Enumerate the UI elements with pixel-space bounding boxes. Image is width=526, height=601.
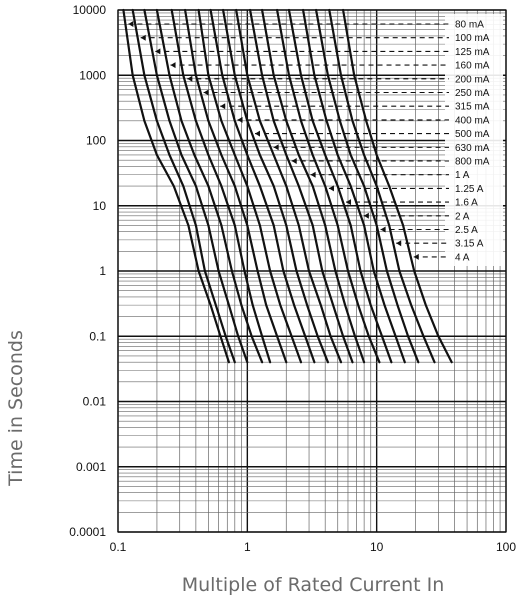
label-arrow-icon <box>237 116 243 123</box>
label-arrow-icon <box>380 226 386 233</box>
x-axis-title: Multiple of Rated Current In <box>182 574 445 596</box>
fuse-curve <box>261 8 366 364</box>
fuse-curves <box>122 8 453 364</box>
fuse-curve <box>235 8 343 364</box>
y-tick-label: 1000 <box>79 68 106 82</box>
label-arrow-icon <box>220 103 226 110</box>
fuse-curve <box>184 8 288 364</box>
y-tick-label: 10000 <box>73 3 107 17</box>
curve-label: 200 mA <box>455 74 490 85</box>
curve-label: 3.15 A <box>455 239 484 250</box>
label-backdrop <box>445 14 503 266</box>
curve-label: 80 mA <box>455 20 484 31</box>
fuse-curve <box>197 8 303 364</box>
fuse-curve <box>328 8 436 364</box>
curve-label: 400 mA <box>455 115 490 126</box>
label-arrow-icon <box>187 75 193 82</box>
fuse-curve <box>342 8 453 364</box>
tick-labels: 0.1 1 10 100 10000 1000 100 10 1 0.1 0.01 0.001 0.00… <box>69 3 516 554</box>
label-arrow-icon <box>363 212 369 219</box>
fuse-curve <box>249 8 354 364</box>
curve-label: 4 A <box>455 252 470 263</box>
label-arrow-icon <box>346 199 352 206</box>
label-arrow-icon <box>396 240 402 247</box>
y-tick-label: 0.001 <box>76 460 106 474</box>
fuse-curve <box>155 8 264 364</box>
curve-label: 160 mA <box>455 61 490 72</box>
y-tick-label: 10 <box>93 199 107 213</box>
x-tick-label: 0.1 <box>110 540 127 554</box>
fuse-curve <box>276 8 381 364</box>
curve-label: 800 mA <box>455 157 490 168</box>
fuse-curve <box>302 8 406 364</box>
fuse-curve <box>143 8 249 364</box>
curve-label: 315 mA <box>455 102 490 113</box>
y-tick-label: 0.0001 <box>69 525 106 539</box>
x-tick-label: 1 <box>244 540 251 554</box>
y-tick-label: 1 <box>99 264 106 278</box>
curve-label: 500 mA <box>455 129 490 140</box>
curve-label: 1.25 A <box>455 184 484 195</box>
label-arrow-icon <box>140 34 146 41</box>
curve-label: 250 mA <box>455 88 490 99</box>
label-arrow-icon <box>291 158 297 164</box>
fuse-curve <box>122 8 230 364</box>
y-tick-label: 100 <box>86 134 106 148</box>
label-arrow-icon <box>328 185 334 192</box>
x-tick-label: 100 <box>496 540 516 554</box>
x-tick-label: 10 <box>370 540 384 554</box>
label-arrow-icon <box>128 21 134 27</box>
fuse-curve <box>287 8 393 364</box>
label-arrow-icon <box>273 144 279 151</box>
curve-labels: 80 mA 100 mA 125 mA 160 mA 200 mA 250 mA 315 m… <box>128 20 490 263</box>
label-arrow-icon <box>310 171 316 178</box>
fuse-curve <box>131 8 236 364</box>
plot-frame <box>117 9 507 533</box>
curve-label: 2 A <box>455 211 470 222</box>
fuse-curve <box>170 8 272 364</box>
curve-label: 1.6 A <box>455 198 478 209</box>
curve-label: 125 mA <box>455 47 490 58</box>
label-arrow-icon <box>203 89 209 96</box>
y-tick-label: 0.01 <box>83 395 107 409</box>
label-arrow-icon <box>255 130 261 137</box>
fuse-curve <box>315 8 420 364</box>
y-axis-title: Time in Seconds <box>5 330 27 487</box>
fuse-curve <box>209 8 316 364</box>
fuse-curve <box>222 8 329 364</box>
curve-label: 2.5 A <box>455 225 478 236</box>
label-arrow-icon <box>155 48 161 55</box>
y-tick-label: 0.1 <box>89 329 106 343</box>
curve-label: 1 A <box>455 170 470 181</box>
curve-label: 630 mA <box>455 143 490 154</box>
label-arrow-icon <box>413 253 419 260</box>
label-arrow-icon <box>170 62 176 69</box>
curve-label: 100 mA <box>455 33 490 44</box>
